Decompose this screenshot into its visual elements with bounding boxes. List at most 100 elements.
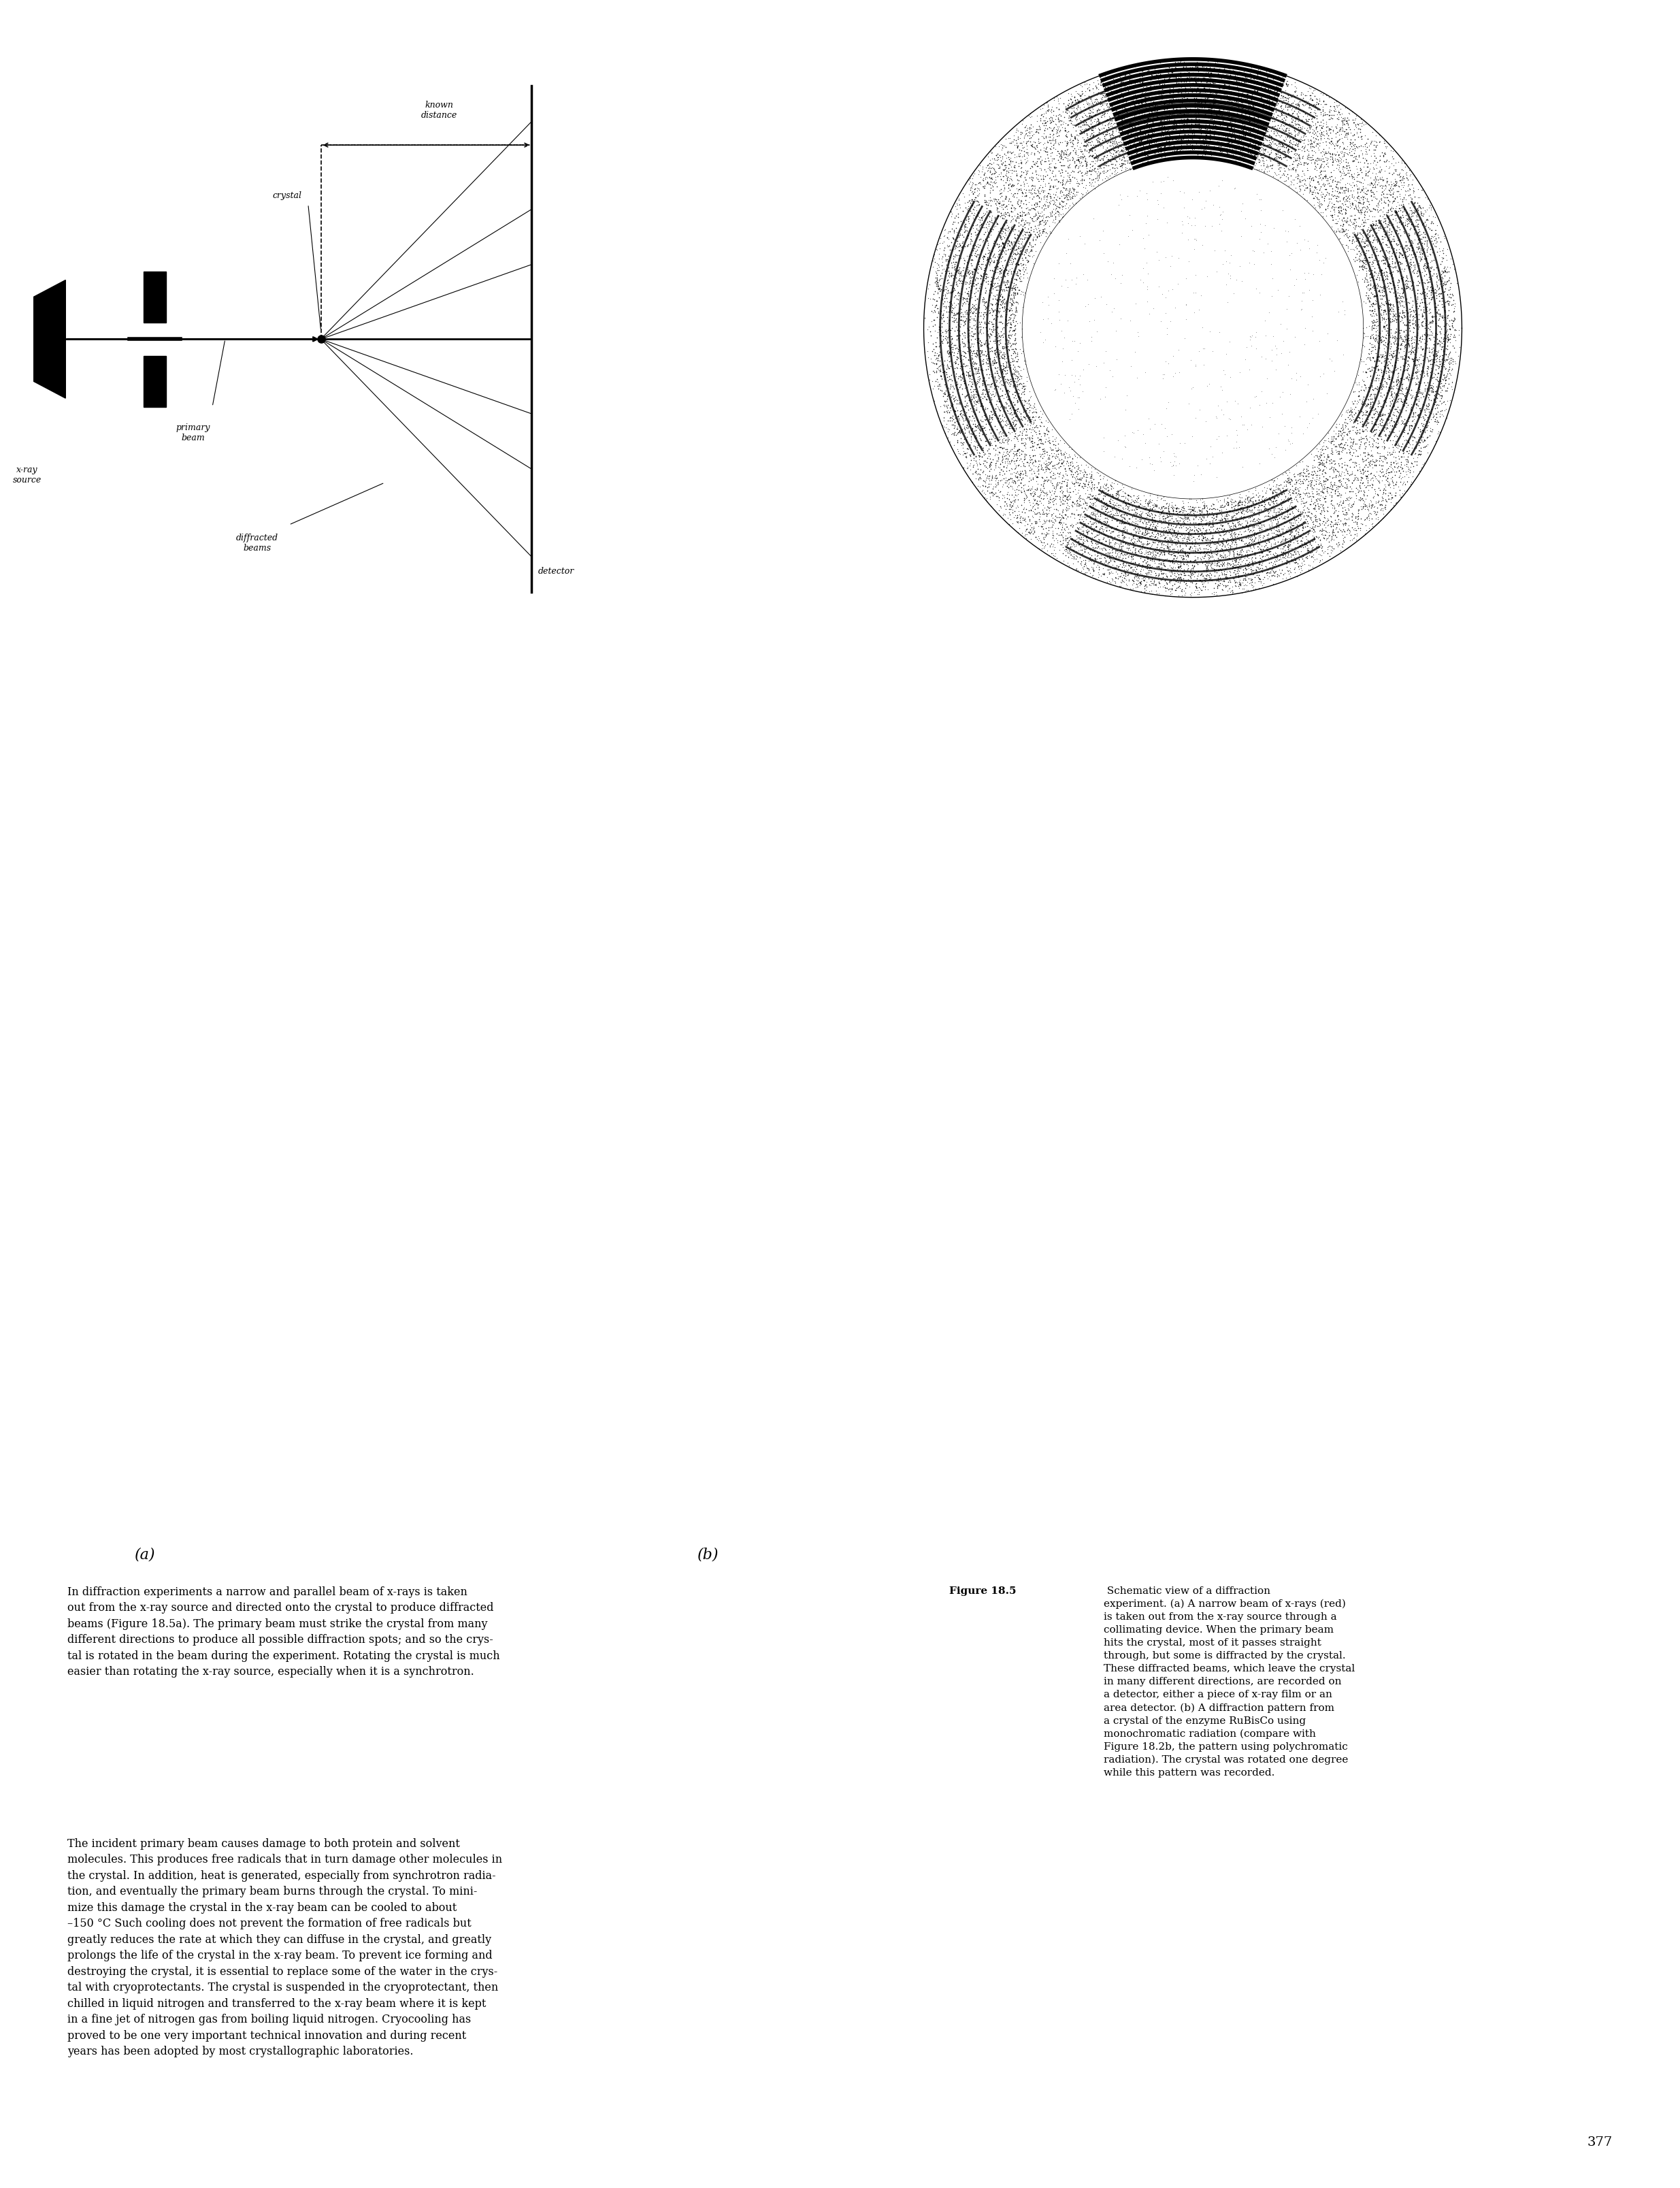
- Point: [1139, 123, 1166, 158]
- Point: [1220, 560, 1247, 595]
- Point: [956, 201, 983, 236]
- Point: [1275, 83, 1302, 118]
- Point: [1015, 214, 1042, 249]
- Point: [956, 304, 983, 339]
- Point: [1215, 545, 1242, 580]
- Point: [1003, 258, 1030, 293]
- Point: [1389, 354, 1416, 389]
- Point: [1297, 464, 1324, 499]
- Point: [971, 276, 998, 311]
- Point: [958, 195, 984, 230]
- Point: [1033, 438, 1060, 473]
- Point: [1359, 372, 1386, 407]
- Point: [958, 280, 984, 315]
- Point: [1181, 295, 1208, 330]
- Point: [1347, 427, 1374, 462]
- Point: [1184, 129, 1211, 164]
- Point: [990, 274, 1016, 309]
- Point: [1023, 396, 1050, 431]
- Point: [1110, 512, 1137, 547]
- Point: [1144, 85, 1171, 120]
- Point: [1079, 523, 1105, 558]
- Point: [1233, 536, 1260, 571]
- Point: [1010, 155, 1037, 190]
- Point: [1188, 105, 1215, 140]
- Point: [1025, 219, 1052, 254]
- Point: [1011, 400, 1038, 435]
- Point: [996, 407, 1023, 442]
- Point: [949, 298, 976, 333]
- Point: [1389, 206, 1416, 241]
- Point: [1194, 549, 1221, 584]
- Point: [941, 392, 968, 427]
- Point: [1063, 168, 1090, 203]
- Point: [990, 280, 1016, 315]
- Point: [1262, 558, 1289, 593]
- Point: [1393, 381, 1420, 416]
- Point: [1092, 501, 1119, 536]
- Point: [1327, 120, 1354, 155]
- Point: [963, 357, 990, 392]
- Point: [1023, 484, 1050, 519]
- Point: [1181, 534, 1208, 569]
- Point: [1346, 451, 1373, 486]
- Point: [1393, 269, 1420, 304]
- Point: [1247, 519, 1273, 554]
- Point: [1242, 497, 1268, 532]
- Point: [1371, 442, 1398, 477]
- Point: [1092, 477, 1119, 512]
- Point: [936, 313, 963, 348]
- Point: [1297, 501, 1324, 536]
- Point: [964, 376, 991, 411]
- Point: [1423, 396, 1450, 431]
- Point: [1139, 501, 1166, 536]
- Point: [1068, 116, 1095, 151]
- Point: [1347, 129, 1374, 164]
- Point: [984, 416, 1011, 451]
- Point: [1403, 256, 1430, 291]
- Point: [1389, 324, 1416, 359]
- Point: [991, 265, 1018, 300]
- Point: [1013, 116, 1040, 151]
- Point: [1013, 197, 1040, 232]
- Point: [1131, 112, 1158, 147]
- Point: [1245, 525, 1272, 560]
- Point: [1178, 556, 1205, 591]
- Point: [1095, 470, 1122, 505]
- Point: [1025, 116, 1052, 151]
- Point: [1055, 142, 1082, 177]
- Point: [1346, 416, 1373, 451]
- Point: [1001, 298, 1028, 333]
- Point: [1011, 440, 1038, 475]
- Point: [1114, 492, 1141, 527]
- Point: [1220, 101, 1247, 136]
- Point: [991, 184, 1018, 219]
- Point: [1090, 521, 1117, 556]
- Point: [993, 197, 1020, 232]
- Point: [1003, 490, 1030, 525]
- Point: [1362, 317, 1389, 352]
- Point: [995, 247, 1021, 282]
- Point: [1236, 319, 1263, 354]
- Point: [988, 241, 1015, 276]
- Point: [1033, 481, 1060, 516]
- Point: [1213, 560, 1240, 595]
- Point: [1339, 424, 1366, 459]
- Point: [1164, 44, 1191, 79]
- Point: [1129, 57, 1156, 92]
- Point: [1426, 379, 1453, 414]
- Point: [1016, 512, 1043, 547]
- Point: [1415, 420, 1441, 455]
- Point: [1384, 284, 1411, 319]
- Point: [927, 389, 954, 424]
- Point: [1324, 514, 1351, 549]
- Point: [1349, 459, 1376, 494]
- Point: [1006, 505, 1033, 540]
- Point: [1326, 195, 1352, 230]
- Point: [1361, 232, 1388, 267]
- Point: [998, 230, 1025, 265]
- Point: [1238, 70, 1265, 105]
- Point: [1334, 422, 1361, 457]
- Point: [1147, 57, 1174, 92]
- Point: [944, 350, 971, 385]
